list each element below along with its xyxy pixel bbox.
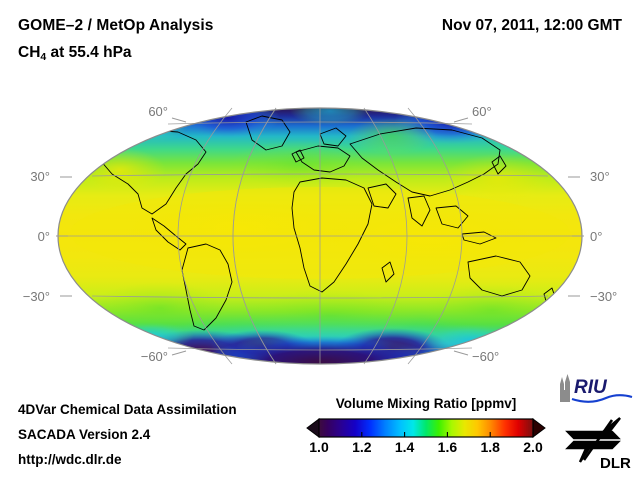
colorbar-title: Volume Mixing Ratio [ppmv] — [335, 396, 517, 411]
species-subscript: 4 — [40, 51, 47, 63]
colorbar-scale — [306, 418, 546, 438]
lat-label-30s-right: −30° — [590, 289, 617, 304]
colorbar-gradient — [318, 418, 534, 438]
species-level: at 55.4 hPa — [46, 44, 132, 61]
lat-label-60s: −60° — [141, 349, 168, 364]
colorbar-extend-high — [532, 418, 546, 438]
dlr-mark-icon — [565, 417, 621, 463]
lat-label-0: 0° — [38, 229, 50, 244]
cb-tick-4: 1.6 — [437, 439, 458, 455]
colorbar-tick-labels: 1.0 1.2 1.4 1.6 1.8 2.0 — [306, 439, 546, 459]
lat-label-30s: −30° — [23, 289, 50, 304]
cb-tick-5: 1.8 — [480, 439, 500, 455]
footer-url-link[interactable]: http://wdc.dlr.de — [18, 452, 122, 467]
cb-tick-2: 1.2 — [352, 439, 372, 455]
timestamp-label: Nov 07, 2011, 12:00 GMT — [441, 17, 622, 34]
riu-towers-icon — [560, 374, 570, 402]
dlr-logo: DLR — [565, 417, 631, 472]
lat-label-30n: 30° — [30, 169, 50, 184]
riu-logo: RIU — [560, 374, 633, 403]
colorbar: Volume Mixing Ratio [ppmv] — [306, 396, 546, 472]
lat-label-60s-right: −60° — [472, 349, 499, 364]
lat-label-60n-right: 60° — [472, 104, 492, 119]
lat-label-30n-right: 30° — [590, 169, 610, 184]
cb-tick-1: 1.0 — [309, 439, 329, 455]
cb-tick-6: 2.0 — [523, 439, 543, 455]
page-title: GOME–2 / MetOp Analysis — [18, 17, 214, 34]
lat-label-60n: 60° — [148, 104, 168, 119]
mollweide-map: 60° 60° 30° 30° 0° 0° −30° −30° −60° −60… — [23, 104, 618, 365]
global-map-panel: 60° 60° 30° 30° 0° 0° −30° −30° −60° −60… — [0, 78, 640, 378]
footer-method-label: 4DVar Chemical Data Assimilation — [18, 402, 237, 417]
footer-version-label: SACADA Version 2.4 — [18, 427, 151, 442]
dlr-wordmark: DLR — [600, 455, 631, 472]
latitude-labels: 60° 60° 30° 30° 0° 0° −30° −30° −60° −60… — [23, 104, 618, 364]
graticule — [58, 107, 582, 365]
species-name: CH — [18, 44, 41, 61]
riu-wordmark: RIU — [574, 377, 608, 398]
lat-label-0-right: 0° — [590, 229, 602, 244]
species-level-label: CH4 at 55.4 hPa — [18, 44, 132, 63]
cb-tick-3: 1.4 — [394, 439, 415, 455]
colorbar-ticks — [318, 432, 534, 437]
colorbar-extend-low — [306, 418, 320, 438]
riu-wave-icon — [571, 394, 633, 403]
